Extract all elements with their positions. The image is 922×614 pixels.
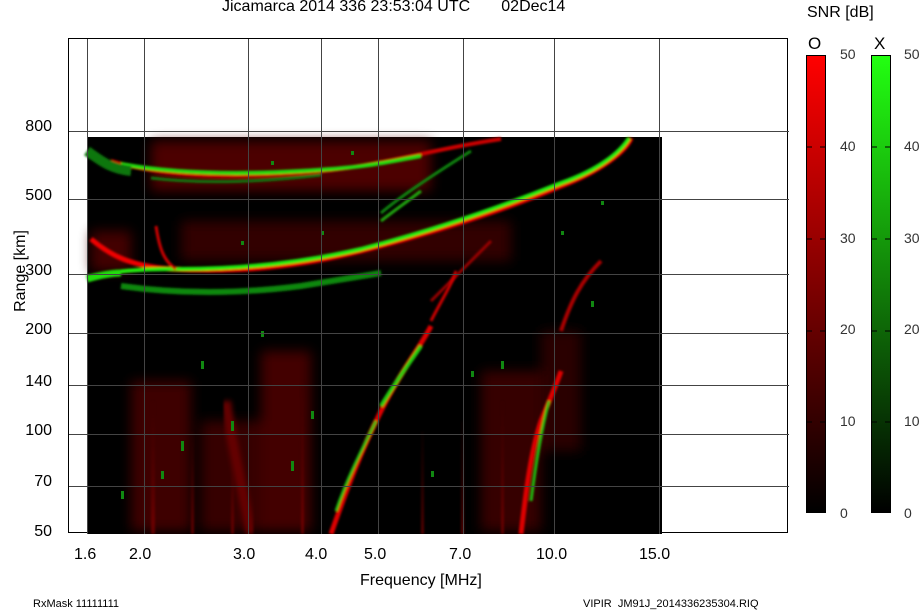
colorbar-o-tick-0: 0 — [840, 505, 848, 521]
x-tick-4.0: 4.0 — [305, 546, 328, 563]
colorbar-x-tick-0: 0 — [904, 505, 912, 521]
x-axis-label: Frequency [MHz] — [360, 572, 482, 589]
x-tick-1.6: 1.6 — [74, 546, 97, 563]
colorbar-title: SNR [dB] — [807, 4, 874, 21]
y-tick-300: 300 — [25, 262, 52, 279]
colorbar-o-tick-30: 30 — [840, 230, 856, 246]
colorbar-o-tick-50: 50 — [840, 46, 856, 62]
colorbar-x-tick-10: 10 — [904, 413, 920, 429]
x-tick-3.0: 3.0 — [233, 546, 256, 563]
colorbar-x-tick-50: 50 — [904, 46, 920, 62]
colorbar-x-tick-40: 40 — [904, 138, 920, 154]
title-text: Jicamarca 2014 336 23:53:04 UTC — [222, 0, 471, 15]
rx-mask-label: RxMask 11111111 — [33, 598, 120, 610]
colorbar-ticks — [806, 146, 891, 423]
y-tick-140: 140 — [25, 373, 52, 390]
x-tick-5.0: 5.0 — [364, 546, 387, 563]
file-name-label: VIPIR JM91J_2014336235304.RIQ — [583, 598, 759, 610]
ionogram-plot — [69, 39, 789, 534]
x-tick-15.0: 15.0 — [639, 546, 671, 563]
colorbar-x-tick-20: 20 — [904, 321, 920, 337]
x-tick-2.0: 2.0 — [129, 546, 152, 563]
colorbar-o-tick-20: 20 — [840, 321, 856, 337]
y-tick-200: 200 — [25, 321, 52, 338]
y-tick-800: 800 — [25, 118, 52, 135]
y-tick-500: 500 — [25, 187, 52, 204]
chart-title: Jicamarca 2014 336 23:53:04 UTC 02Dec14 — [222, 0, 565, 16]
colorbar-o-label: O — [808, 34, 822, 53]
y-tick-50: 50 — [34, 523, 52, 540]
title-date: 02Dec14 — [501, 0, 566, 15]
colorbar-o — [806, 55, 826, 513]
colorbar-o-tick-10: 10 — [840, 413, 856, 429]
colorbar-x-label: X — [874, 34, 886, 53]
colorbar-o-tick-40: 40 — [840, 138, 856, 154]
plot-area — [68, 38, 789, 534]
y-tick-100: 100 — [25, 422, 52, 439]
y-axis-label: Range [km] — [12, 230, 29, 312]
x-tick-7.0: 7.0 — [449, 546, 472, 563]
colorbar-x — [871, 55, 891, 513]
colorbar-x-tick-30: 30 — [904, 230, 920, 246]
y-tick-70: 70 — [34, 473, 52, 490]
x-tick-10.0: 10.0 — [536, 546, 568, 563]
